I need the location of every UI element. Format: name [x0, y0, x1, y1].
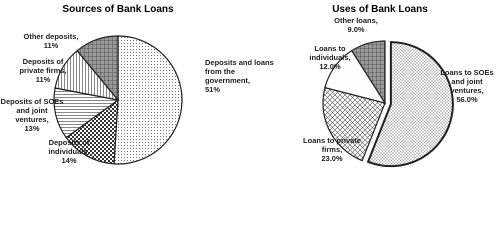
pie-slice	[76, 35, 119, 102]
value-label: 56.0%	[456, 95, 478, 104]
category-label: Deposits of individuals,	[48, 138, 90, 156]
pie-slice	[322, 86, 386, 162]
slice-label: Loans to individuals, 12.0%	[300, 44, 360, 71]
chart-title: Uses of Bank Loans	[332, 4, 428, 15]
value-label: 13%	[24, 124, 40, 133]
slice-label: Deposits of SOEs and joint ventures, 13%	[0, 97, 64, 133]
category-label: Loans to private firms,	[303, 136, 361, 154]
value-label: 11%	[35, 75, 51, 84]
pie-slice	[366, 41, 454, 168]
category-label: Deposits and loans from the government,	[205, 58, 274, 85]
value-label: 51%	[205, 85, 221, 94]
slice-label: Deposits and loans from the government, 5…	[205, 58, 277, 94]
chart-title: Sources of Bank Loans	[62, 4, 174, 15]
value-label: 23.0%	[321, 154, 343, 163]
pie-slice	[350, 40, 386, 106]
category-label: Deposits of private firms,	[19, 57, 67, 75]
slice-label: Other deposits, 11%	[20, 32, 82, 50]
value-label: 11%	[43, 41, 59, 50]
slice-label: Loans to private firms, 23.0%	[296, 136, 368, 163]
value-label: 12.0%	[319, 62, 341, 71]
value-label: 9.0%	[347, 25, 365, 34]
category-label: Other deposits,	[23, 32, 79, 41]
chart: Sources of Bank Loans Uses of Bank Loans	[53, 4, 454, 168]
category-label: Loans to SOEs and joint ventures,	[440, 68, 494, 95]
slice-label: Deposits of individuals, 14%	[38, 138, 100, 165]
category-label: Deposits of SOEs and joint ventures,	[0, 97, 64, 124]
category-label: Loans to individuals,	[309, 44, 351, 62]
value-label: 14%	[61, 156, 77, 165]
slice-label: Loans to SOEs and joint ventures, 56.0%	[436, 68, 498, 104]
pie-slice	[113, 35, 183, 165]
page: Sources of Bank Loans Uses of Bank Loans …	[0, 4, 498, 168]
slice-label: Other loans, 9.0%	[330, 16, 382, 34]
category-label: Other loans,	[334, 16, 378, 25]
pie-slice	[65, 98, 119, 165]
slice-label: Deposits of private firms, 11%	[14, 57, 72, 84]
